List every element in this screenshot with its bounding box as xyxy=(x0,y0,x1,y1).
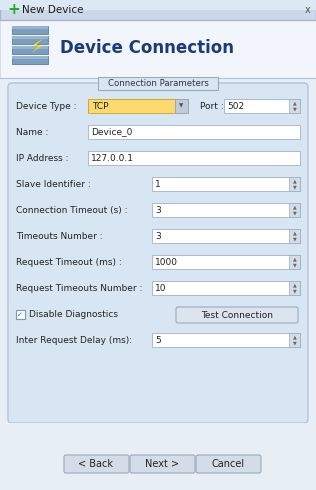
Text: ▲: ▲ xyxy=(293,100,296,105)
Bar xyxy=(289,99,300,113)
Text: ▲: ▲ xyxy=(293,178,296,183)
Text: ▼: ▼ xyxy=(293,263,296,268)
Bar xyxy=(175,99,188,113)
Text: Request Timeouts Number :: Request Timeouts Number : xyxy=(16,284,143,293)
Bar xyxy=(12,36,48,39)
Bar xyxy=(16,310,25,319)
Text: ▼: ▼ xyxy=(179,103,184,108)
Text: ✓: ✓ xyxy=(17,312,23,318)
Bar xyxy=(88,151,300,165)
Bar xyxy=(12,56,48,64)
Text: TCP: TCP xyxy=(92,101,108,111)
Text: ▼: ▼ xyxy=(293,211,296,216)
Text: +: + xyxy=(7,2,20,18)
FancyBboxPatch shape xyxy=(176,307,298,323)
Text: ▲: ▲ xyxy=(293,256,296,262)
Text: Device Type :: Device Type : xyxy=(16,101,76,111)
Text: 127.0.0.1: 127.0.0.1 xyxy=(91,153,134,163)
FancyBboxPatch shape xyxy=(8,83,308,423)
Bar xyxy=(0,20,316,78)
Bar xyxy=(0,0,316,10)
Text: ▲: ▲ xyxy=(293,230,296,236)
Text: Timeouts Number :: Timeouts Number : xyxy=(16,231,103,241)
Bar xyxy=(98,77,218,90)
Text: New Device: New Device xyxy=(22,5,83,15)
Text: Port :: Port : xyxy=(200,101,224,111)
Bar xyxy=(12,36,48,44)
Bar xyxy=(289,333,300,347)
Text: Cancel: Cancel xyxy=(211,459,245,469)
Text: ▲: ▲ xyxy=(293,283,296,288)
Bar xyxy=(12,26,48,34)
Text: Connection Timeout (s) :: Connection Timeout (s) : xyxy=(16,205,127,215)
Text: Inter Request Delay (ms):: Inter Request Delay (ms): xyxy=(16,336,132,344)
Bar xyxy=(152,203,300,217)
Bar xyxy=(12,26,48,29)
Bar xyxy=(152,255,300,269)
Text: 10: 10 xyxy=(155,284,167,293)
Bar xyxy=(0,0,316,20)
Bar xyxy=(289,281,300,295)
Bar xyxy=(88,125,300,139)
Bar xyxy=(289,177,300,191)
Bar xyxy=(289,203,300,217)
Text: 502: 502 xyxy=(227,101,244,111)
Bar xyxy=(152,177,300,191)
Text: Device Connection: Device Connection xyxy=(60,39,234,57)
Text: ▼: ▼ xyxy=(293,341,296,345)
Text: Disable Diagnostics: Disable Diagnostics xyxy=(29,310,118,318)
Text: ▼: ▼ xyxy=(293,185,296,190)
FancyBboxPatch shape xyxy=(64,455,129,473)
Text: 5: 5 xyxy=(155,336,161,344)
Text: ▼: ▼ xyxy=(293,289,296,294)
Bar xyxy=(152,333,300,347)
Text: IP Address :: IP Address : xyxy=(16,153,69,163)
Bar xyxy=(289,229,300,243)
Text: ▲: ▲ xyxy=(293,204,296,210)
Bar xyxy=(152,281,300,295)
Bar xyxy=(88,99,188,113)
Text: Connection Parameters: Connection Parameters xyxy=(107,78,209,88)
Bar xyxy=(224,99,300,113)
Text: ▼: ▼ xyxy=(293,106,296,112)
Text: Next >: Next > xyxy=(145,459,179,469)
Text: 3: 3 xyxy=(155,205,161,215)
Text: ▼: ▼ xyxy=(293,237,296,242)
Bar xyxy=(0,423,316,490)
Text: ⚡: ⚡ xyxy=(31,39,43,57)
Text: 3: 3 xyxy=(155,231,161,241)
Bar xyxy=(152,229,300,243)
Text: Device_0: Device_0 xyxy=(91,127,132,137)
Text: Name :: Name : xyxy=(16,127,48,137)
Text: < Back: < Back xyxy=(78,459,113,469)
FancyBboxPatch shape xyxy=(196,455,261,473)
Bar xyxy=(12,46,48,54)
Text: Test Connection: Test Connection xyxy=(201,311,273,319)
Text: ▲: ▲ xyxy=(293,335,296,340)
Text: 1: 1 xyxy=(155,179,161,189)
Bar xyxy=(12,46,48,49)
Text: 1000: 1000 xyxy=(155,258,178,267)
Text: Request Timeout (ms) :: Request Timeout (ms) : xyxy=(16,258,122,267)
Bar xyxy=(12,56,48,59)
FancyBboxPatch shape xyxy=(130,455,195,473)
Text: x: x xyxy=(305,5,311,15)
Text: Slave Identifier :: Slave Identifier : xyxy=(16,179,91,189)
Bar xyxy=(289,255,300,269)
